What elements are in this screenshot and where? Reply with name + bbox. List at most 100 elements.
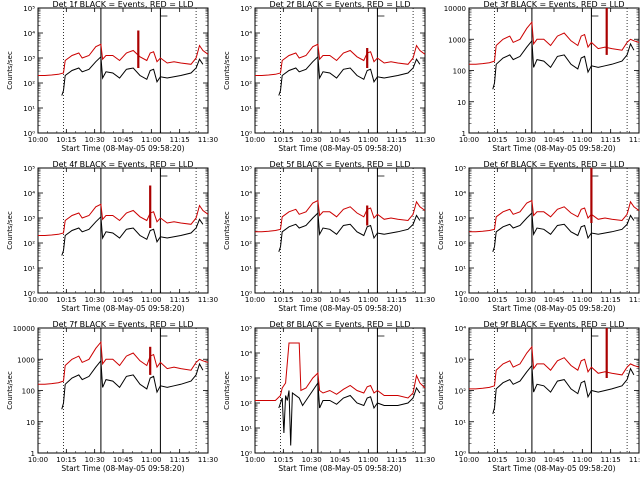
y-tick-label: 10: [457, 99, 466, 107]
x-axis-label: Start Time (08-May-05 09:58:20): [492, 464, 615, 473]
x-tick-label: 11:00: [572, 136, 592, 144]
y-tick-label: 10¹: [454, 419, 466, 427]
events-series-line: [278, 55, 421, 96]
lld-series-line: [38, 340, 209, 385]
x-tick-label: 11:00: [358, 456, 378, 464]
chart-panel: Det 7f BLACK = Events, RED = LLD 1 10 100 10…: [6, 320, 218, 473]
chart-panel: Det 4f BLACK = Events, RED = LLD 10⁰ 10¹ 10…: [6, 160, 218, 313]
x-tick-label: 10:00: [459, 136, 479, 144]
lld-series-line: [38, 203, 209, 236]
x-tick-label: 10:45: [330, 136, 350, 144]
y-tick-label: 10⁰: [454, 290, 466, 298]
x-tick-label: 10:45: [544, 456, 564, 464]
x-tick-label: 10:45: [544, 296, 564, 304]
y-tick-label: 10000: [444, 5, 466, 13]
x-tick-label: 10:15: [273, 456, 293, 464]
x-tick-label: 10:45: [113, 136, 133, 144]
chart-title: Det 4f BLACK = Events, RED = LLD: [52, 160, 193, 169]
y-tick-label: 10⁵: [23, 165, 35, 173]
events-series-line: [61, 359, 204, 410]
y-tick-label: 10¹: [240, 105, 252, 113]
x-tick-label: 11:30: [198, 296, 218, 304]
chart-title: Det 8f BLACK = Events, RED = LLD: [269, 320, 410, 329]
x-tick-label: 11:30: [415, 456, 435, 464]
y-tick-label: 10⁴: [23, 190, 35, 198]
x-tick-label: 11:00: [141, 296, 161, 304]
y-tick-label: 10¹: [23, 105, 35, 113]
y-tick-label: 10³: [23, 215, 35, 223]
x-tick-label: 11:00: [358, 296, 378, 304]
x-tick-label: 10:30: [85, 136, 105, 144]
x-tick-label: 11:15: [170, 456, 190, 464]
y-axis-label: Counts/sec: [437, 371, 445, 410]
y-tick-label: 10³: [454, 215, 466, 223]
x-tick-label: 10:45: [330, 296, 350, 304]
y-tick-label: 10⁵: [240, 165, 252, 173]
y-tick-label: 10¹: [23, 265, 35, 273]
chart-panel: Det 1f BLACK = Events, RED = LLD 10⁰ 10¹ 10…: [6, 0, 218, 153]
x-tick-label: 11:15: [601, 456, 621, 464]
lld-series-line: [469, 20, 640, 65]
chart-panel: Det 6f BLACK = Events, RED = LLD 10⁰ 10¹ 10…: [437, 160, 640, 313]
y-tick-label: 10⁰: [240, 450, 252, 458]
x-tick-label: 10:00: [28, 456, 48, 464]
x-tick-label: 10:00: [245, 456, 265, 464]
y-axis-label: Counts/sec: [223, 371, 231, 410]
lld-series-line: [38, 43, 209, 76]
x-axis-label: Start Time (08-May-05 09:58:20): [61, 464, 184, 473]
chart-title: Det 9f BLACK = Events, RED = LLD: [483, 320, 624, 329]
lld-series-line: [469, 345, 640, 390]
x-tick-label: 10:00: [459, 296, 479, 304]
x-tick-label: 10:00: [245, 136, 265, 144]
y-tick-label: 10⁴: [240, 30, 252, 38]
events-series-line: [492, 364, 635, 415]
y-tick-label: 10⁰: [23, 130, 35, 138]
x-tick-label: 10:15: [487, 136, 507, 144]
y-tick-label: 10²: [454, 388, 466, 396]
x-tick-label: 11:00: [141, 136, 161, 144]
y-tick-label: 1: [462, 130, 466, 138]
events-series-line: [61, 55, 204, 96]
y-axis-label: Counts/sec: [6, 51, 14, 90]
events-series-line: [61, 215, 204, 256]
y-tick-label: 10¹: [454, 265, 466, 273]
y-tick-label: 10000: [13, 325, 35, 333]
x-tick-label: 10:00: [28, 136, 48, 144]
events-series-line: [492, 211, 635, 252]
x-tick-label: 11:30: [415, 136, 435, 144]
y-axis-label: Counts/sec: [223, 51, 231, 90]
y-tick-label: 10²: [240, 80, 252, 88]
x-axis-label: Start Time (08-May-05 09:58:20): [61, 144, 184, 153]
x-axis-label: Start Time (08-May-05 09:58:20): [278, 304, 401, 313]
y-tick-label: 10⁴: [240, 350, 252, 358]
y-tick-label: 10³: [454, 356, 466, 364]
marker-flag: [591, 8, 599, 17]
y-tick-label: 10⁵: [240, 5, 252, 13]
x-tick-label: 10:30: [302, 136, 322, 144]
y-tick-label: 10²: [240, 240, 252, 248]
y-axis-label: Counts/sec: [6, 211, 14, 250]
y-axis-label: Counts/sec: [437, 211, 445, 250]
chart-panel: Det 9f BLACK = Events, RED = LLD 10⁰ 10¹ 10…: [437, 320, 640, 473]
y-tick-label: 10³: [240, 55, 252, 63]
x-tick-label: 11:30: [198, 136, 218, 144]
x-axis-label: Start Time (08-May-05 09:58:20): [61, 304, 184, 313]
y-tick-label: 10³: [240, 215, 252, 223]
y-tick-label: 10³: [23, 55, 35, 63]
x-tick-label: 10:15: [56, 136, 76, 144]
marker-flag: [376, 168, 385, 177]
marker-flag: [591, 328, 599, 337]
x-tick-label: 10:00: [245, 296, 265, 304]
x-tick-label: 10:45: [113, 296, 133, 304]
y-tick-label: 10⁰: [240, 290, 252, 298]
chart-title: Det 6f BLACK = Events, RED = LLD: [483, 160, 624, 169]
x-tick-label: 10:15: [487, 456, 507, 464]
x-tick-label: 10:30: [302, 296, 322, 304]
y-tick-label: 10⁵: [23, 5, 35, 13]
y-tick-label: 10⁵: [240, 325, 252, 333]
chart-title: Det 3f BLACK = Events, RED = LLD: [483, 0, 624, 9]
x-tick-label: 11:30: [629, 456, 640, 464]
y-axis-label: Counts/sec: [6, 371, 14, 410]
